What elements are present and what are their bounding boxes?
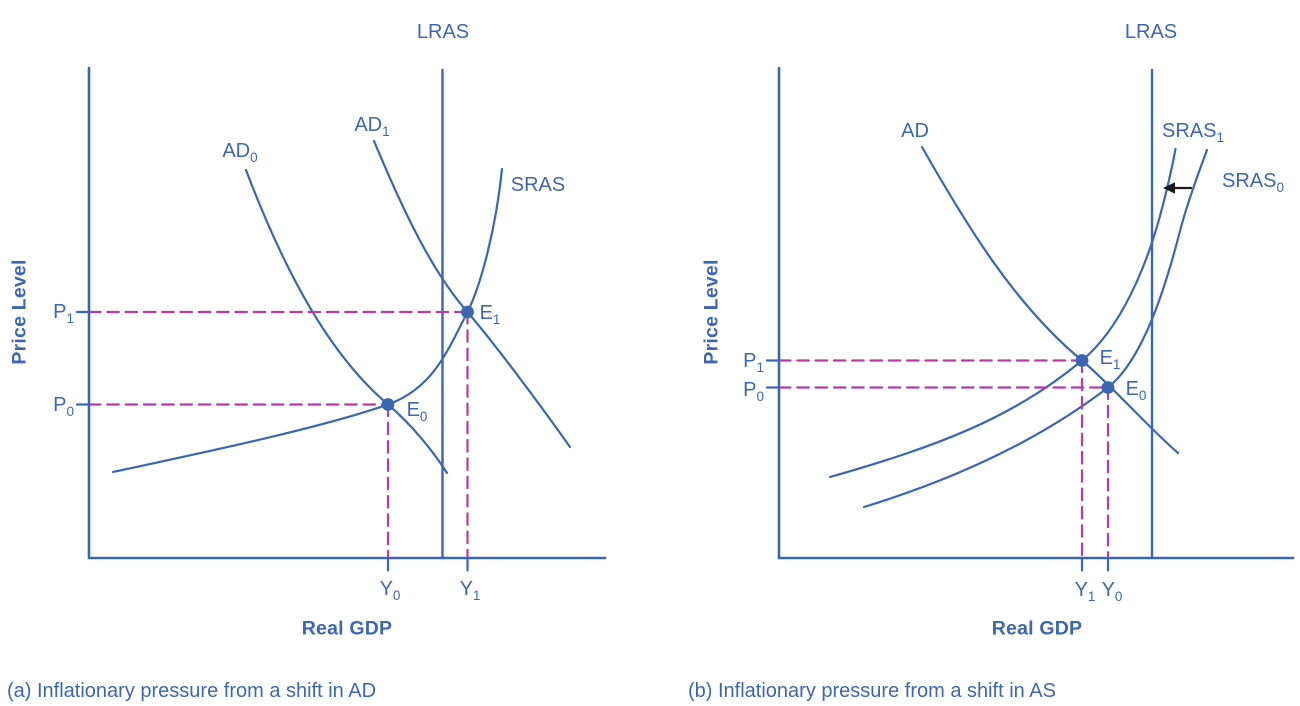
panel-a-graph — [75, 66, 607, 572]
panel-b-p0-label: P0 — [743, 379, 764, 403]
panel-b-e1-label-sub: 1 — [1112, 357, 1121, 372]
panel-a-p0-label-sub: 0 — [66, 404, 74, 419]
panel-a-sras-label: SRAS — [510, 174, 566, 196]
panel-b-ad-label: AD — [901, 120, 929, 142]
panel-a-y0-label-base: Y — [379, 578, 393, 600]
panel-b-p1-label-sub: 1 — [756, 360, 764, 375]
panel-b-p1-label-base: P — [743, 350, 757, 372]
panel-a-p1-label: P1 — [53, 301, 74, 325]
panel-b-y1-label: Y1 — [1074, 579, 1096, 603]
panel-b-sras1-curve — [828, 147, 1177, 479]
panel-b-ad-curve — [920, 145, 1180, 455]
panel-b-axis-ticks — [765, 359, 1110, 572]
panel-a-p1-label-base: P — [53, 301, 67, 323]
panel-a-lras-label: LRAS — [416, 21, 470, 43]
panel-b-sras1-label-sub: 1 — [1216, 130, 1224, 145]
panel-a-e1-label-sub: 1 — [492, 312, 501, 327]
panel-b-sras0-label: SRAS0 — [1222, 170, 1284, 194]
panel-b-p0-label-sub: 0 — [756, 389, 764, 404]
panel-b-y0-label-sub: 0 — [1114, 589, 1123, 604]
panel-b-dashed-guides — [777, 359, 1110, 558]
panel-a-ad1-label-sub: 1 — [382, 124, 390, 139]
panel-a-caption: (a) Inflationary pressure from a shift i… — [7, 680, 377, 702]
panel-a-y-axis-title: Price Level — [8, 259, 31, 365]
panel-b-sras1-label: SRAS1 — [1162, 120, 1224, 144]
panel-a-y0-label: Y0 — [379, 578, 401, 602]
panel-a-p0-label: P0 — [53, 394, 74, 418]
panel-a-e1-label-base: E — [479, 302, 493, 324]
panel-a-sras-curve — [111, 167, 504, 474]
panel-b-caption: (b) Inflationary pressure from a shift i… — [688, 680, 1056, 702]
panel-a-ad0-label-sub: 0 — [250, 150, 258, 165]
panel-a-y1-label-sub: 1 — [472, 588, 481, 603]
panel-b-y0-label-base: Y — [1101, 579, 1115, 601]
panel-a-p1-label-sub: 1 — [66, 311, 74, 326]
panel-b-graph — [765, 66, 1295, 572]
panel-b-sras0-label-base: SRAS — [1222, 170, 1277, 192]
panel-a-ad0-label-base: AD — [222, 140, 251, 162]
panel-a-y1-label-base: Y — [459, 578, 473, 600]
panel-b-e0-label: E0 — [1125, 378, 1147, 402]
panel-a-ad0-label: AD0 — [222, 140, 257, 164]
panel-b-e1-point — [1075, 354, 1089, 367]
panel-b-p0-label-base: P — [743, 379, 757, 401]
panel-b-y-axis-title: Price Level — [700, 259, 723, 365]
panel-a-y1-label: Y1 — [459, 578, 481, 602]
panel-a-e0-label-sub: 0 — [419, 409, 428, 424]
panel-b-y1-label-base: Y — [1074, 579, 1088, 601]
panel-b-lras-label: LRAS — [1124, 21, 1178, 43]
panel-b-e1-label: E1 — [1099, 347, 1121, 371]
panel-a-axes — [87, 66, 607, 560]
panel-a-ad0-curve — [244, 168, 449, 475]
panel-b-e0-label-sub: 0 — [1138, 388, 1147, 403]
panel-a-axis-ticks — [75, 310, 469, 572]
panel-b-sras1-label-base: SRAS — [1162, 120, 1217, 142]
panel-b-e0-label-base: E — [1125, 378, 1139, 400]
panel-a-dashed-guides — [87, 310, 469, 558]
panel-a-e0-point — [381, 398, 395, 411]
panel-b-sras0-label-sub: 0 — [1276, 180, 1284, 195]
panel-a-e0-label-base: E — [406, 399, 420, 421]
panel-b-axes — [777, 66, 1295, 560]
panel-a-e0-label: E0 — [406, 399, 428, 423]
panel-a-y0-label-sub: 0 — [392, 588, 401, 603]
panel-b-sras0-curve — [862, 148, 1209, 509]
panel-a-ad1-label: AD1 — [354, 114, 389, 138]
panel-b-e1-label-base: E — [1099, 347, 1113, 369]
panel-b-e0-point — [1101, 381, 1115, 394]
panel-b-x-axis-title: Real GDP — [991, 617, 1083, 640]
panel-b-p1-label: P1 — [743, 350, 764, 374]
panel-a-p0-label-base: P — [53, 394, 67, 416]
panel-a-e1-point — [461, 305, 474, 319]
panel-a-ad1-label-base: AD — [354, 114, 383, 136]
shift-left-arrow-icon — [1163, 182, 1193, 194]
panel-a-e1-label: E1 — [479, 302, 501, 326]
panel-b-y0-label: Y0 — [1101, 579, 1123, 603]
panel-a-x-axis-title: Real GDP — [301, 617, 393, 640]
panel-b-y1-label-sub: 1 — [1087, 589, 1096, 604]
